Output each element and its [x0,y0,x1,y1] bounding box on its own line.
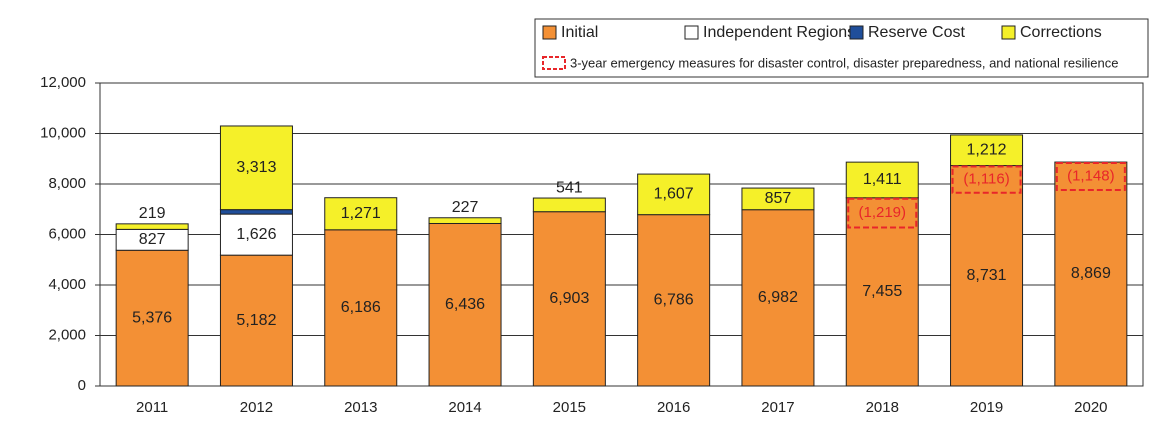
bar-segment [532,197,606,213]
data-label: 1,626 [236,226,276,243]
bar-segment [115,223,189,230]
legend-swatch [542,25,557,40]
bar-segment [324,229,398,387]
bar-segment [532,211,606,387]
bar-segment [1054,161,1128,387]
bar-segment [219,125,293,211]
data-label: 6,903 [549,290,589,307]
y-tick-label: 4,000 [48,276,86,293]
data-label: 5,376 [132,309,172,326]
bar-segment [950,134,1024,167]
legend-label: 3-year emergency measures for disaster c… [570,55,1118,70]
data-label: 1,271 [341,205,381,222]
x-tick-label: 2017 [761,399,794,416]
x-tick-label: 2018 [866,399,899,416]
data-label: 227 [452,199,479,216]
bar-segment [428,222,502,387]
bar-segment [637,173,711,216]
x-tick-label: 2014 [448,399,481,416]
data-label: 827 [139,231,166,248]
bar-segment [219,254,293,387]
x-tick-label: 2015 [553,399,586,416]
legend-label: Independent Regions [703,24,855,41]
x-tick-label: 2013 [344,399,377,416]
emergency-label: (1,116) [963,171,1009,188]
bar-segment [219,213,293,256]
bar-segment [950,165,1024,387]
data-label: 541 [556,179,583,196]
y-tick-label: 12,000 [40,74,86,91]
bar-segment [741,187,815,211]
data-label: 6,186 [341,299,381,316]
y-tick-label: 6,000 [48,225,86,242]
legend-swatch [1001,25,1016,40]
data-label: 6,786 [654,292,694,309]
x-tick-label: 2012 [240,399,273,416]
x-tick-label: 2020 [1074,399,1107,416]
legend-box [534,18,1149,78]
plot-frame [99,82,1144,387]
bar-segment [324,197,398,231]
legend-swatch [542,56,566,70]
bar-segment [741,209,815,387]
bar-segment [115,249,189,387]
data-label: 6,982 [758,289,798,306]
legend-label: Reserve Cost [868,24,965,41]
emergency-box [847,197,918,229]
bar-segment [845,197,919,387]
data-label: 1,212 [967,141,1007,158]
y-tick-label: 2,000 [48,326,86,343]
legend-swatch [849,25,864,40]
data-label: 857 [765,190,792,207]
bar-segment [219,209,293,215]
x-tick-label: 2019 [970,399,1003,416]
data-label: 1,607 [654,186,694,203]
y-tick-label: 10,000 [40,124,86,141]
data-label: 1,411 [863,171,902,188]
data-label: 3,313 [236,159,276,176]
y-tick-label: 0 [78,377,86,394]
x-tick-label: 2011 [136,399,168,416]
data-label: 5,182 [236,312,276,329]
bar-segment [428,217,502,224]
data-label: 6,436 [445,296,485,313]
emergency-box [1055,162,1126,192]
legend-label: Corrections [1020,24,1102,41]
emergency-label: (1,148) [1067,168,1115,185]
data-label: 8,731 [967,267,1007,284]
data-label: 7,455 [862,283,902,300]
emergency-box [951,165,1022,194]
bar-segment [845,161,919,199]
emergency-label: (1,219) [858,204,906,221]
data-label: 8,869 [1071,265,1111,282]
y-tick-label: 8,000 [48,175,86,192]
bar-segment [637,214,711,387]
legend-label: Initial [561,24,598,41]
legend-swatch [684,25,699,40]
x-tick-label: 2016 [657,399,690,416]
data-label: 219 [139,205,166,222]
